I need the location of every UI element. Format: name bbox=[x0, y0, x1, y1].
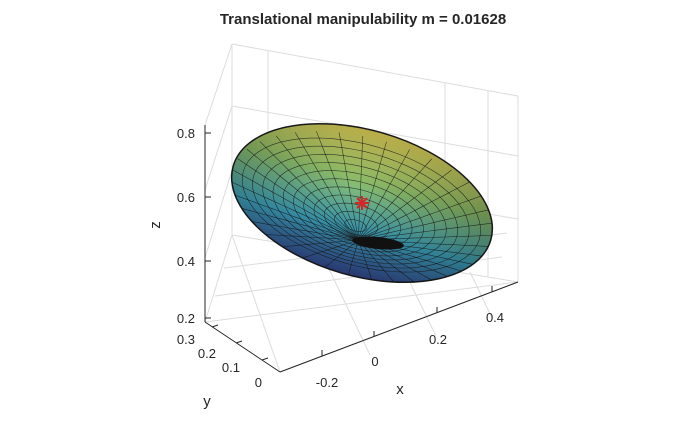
z-tick-label: 0.6 bbox=[177, 190, 195, 205]
ellipsoid-pole bbox=[352, 236, 404, 250]
x-tick-labels: -0.2 0 0.2 0.4 bbox=[316, 310, 504, 390]
z-tick-label: 0.4 bbox=[177, 254, 195, 269]
axis-lines bbox=[204, 125, 519, 373]
y-tick-label: 0 bbox=[255, 375, 262, 390]
x-tick-label: 0 bbox=[371, 354, 378, 369]
y-axis-label: y bbox=[203, 393, 211, 410]
center-marker bbox=[355, 196, 369, 210]
y-tick-label: 0.1 bbox=[222, 360, 240, 375]
x-tick-label: -0.2 bbox=[316, 375, 338, 390]
chart-title: Translational manipulability m = 0.01628 bbox=[220, 11, 506, 28]
z-tick-label: 0.2 bbox=[177, 311, 195, 326]
y-tick-label: 0.2 bbox=[198, 346, 216, 361]
y-tick-labels: 0 0.1 0.2 0.3 bbox=[177, 332, 262, 390]
y-tick-label: 0.3 bbox=[177, 332, 195, 347]
x-tick-label: 0.4 bbox=[486, 310, 504, 325]
z-tick-labels: 0.8 0.6 0.4 0.2 bbox=[177, 126, 195, 326]
x-axis-label: x bbox=[396, 381, 404, 398]
z-tick-label: 0.8 bbox=[177, 126, 195, 141]
z-axis-label: z bbox=[147, 221, 164, 229]
x-tick-label: 0.2 bbox=[429, 332, 447, 347]
